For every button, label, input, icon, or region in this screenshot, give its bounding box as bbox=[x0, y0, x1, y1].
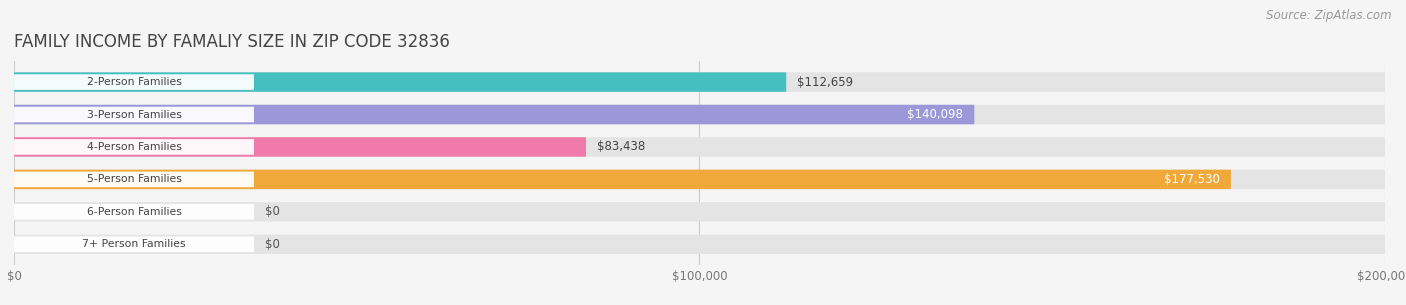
Text: $0: $0 bbox=[264, 205, 280, 218]
FancyBboxPatch shape bbox=[14, 105, 1385, 124]
FancyBboxPatch shape bbox=[14, 72, 1385, 92]
FancyBboxPatch shape bbox=[14, 170, 1385, 189]
Text: 2-Person Families: 2-Person Families bbox=[87, 77, 181, 87]
Text: 7+ Person Families: 7+ Person Families bbox=[82, 239, 186, 249]
Text: 4-Person Families: 4-Person Families bbox=[87, 142, 181, 152]
FancyBboxPatch shape bbox=[14, 107, 254, 122]
Text: $0: $0 bbox=[264, 238, 280, 251]
FancyBboxPatch shape bbox=[14, 137, 1385, 157]
Text: 5-Person Families: 5-Person Families bbox=[87, 174, 181, 185]
FancyBboxPatch shape bbox=[14, 202, 1385, 221]
FancyBboxPatch shape bbox=[14, 137, 586, 157]
FancyBboxPatch shape bbox=[14, 74, 254, 90]
Text: Source: ZipAtlas.com: Source: ZipAtlas.com bbox=[1267, 9, 1392, 22]
FancyBboxPatch shape bbox=[14, 139, 254, 155]
FancyBboxPatch shape bbox=[14, 236, 254, 252]
FancyBboxPatch shape bbox=[14, 170, 1230, 189]
FancyBboxPatch shape bbox=[14, 235, 1385, 254]
Text: 3-Person Families: 3-Person Families bbox=[87, 109, 181, 120]
Text: FAMILY INCOME BY FAMALIY SIZE IN ZIP CODE 32836: FAMILY INCOME BY FAMALIY SIZE IN ZIP COD… bbox=[14, 33, 450, 51]
Text: $140,098: $140,098 bbox=[907, 108, 963, 121]
FancyBboxPatch shape bbox=[14, 204, 254, 220]
FancyBboxPatch shape bbox=[14, 72, 786, 92]
FancyBboxPatch shape bbox=[14, 172, 254, 187]
FancyBboxPatch shape bbox=[14, 105, 974, 124]
Text: $112,659: $112,659 bbox=[797, 76, 853, 88]
Text: 6-Person Families: 6-Person Families bbox=[87, 207, 181, 217]
Text: $83,438: $83,438 bbox=[598, 141, 645, 153]
Text: $177,530: $177,530 bbox=[1164, 173, 1220, 186]
